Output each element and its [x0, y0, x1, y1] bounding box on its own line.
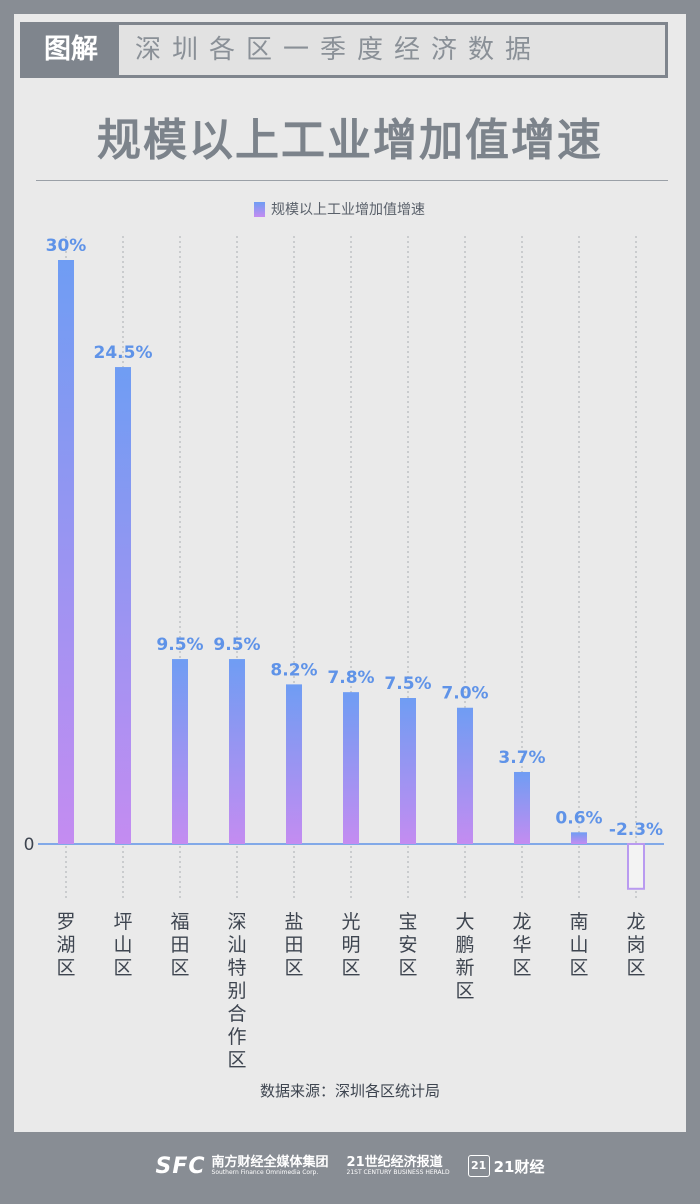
- sfc-logo: SFC 南方财经全媒体集团 Southern Finance Omnimedia…: [155, 1154, 328, 1179]
- 21caijing-icon: 21: [467, 1155, 490, 1177]
- data-label: 9.5%: [213, 635, 260, 655]
- footer-logos: SFC 南方财经全媒体集团 Southern Finance Omnimedia…: [0, 1148, 700, 1184]
- data-label: 30%: [46, 236, 87, 256]
- category-label: 深汕特别合作区: [227, 911, 246, 1071]
- sfc-mark: SFC: [155, 1153, 206, 1179]
- bar: [229, 659, 245, 844]
- data-label: 0.6%: [555, 808, 602, 828]
- 21caijing-name: 21财经: [493, 1157, 545, 1176]
- bar: [115, 367, 131, 844]
- legend-swatch: [254, 201, 265, 217]
- category-label: 罗湖区: [56, 911, 75, 979]
- category-label: 坪山区: [113, 911, 132, 979]
- y-tick-label: 0: [24, 835, 35, 855]
- bar: [286, 684, 302, 844]
- category-label: 龙华区: [512, 911, 531, 979]
- category-label: 南山区: [569, 911, 588, 979]
- data-label: 3.7%: [498, 748, 545, 768]
- bar: [514, 771, 530, 844]
- category-label: 盐田区: [284, 911, 303, 979]
- category-label: 大鹏新区: [455, 911, 474, 1002]
- category-label: 福田区: [170, 911, 189, 979]
- data-label: 7.5%: [384, 674, 431, 694]
- sfc-subtitle: Southern Finance Omnimedia Corp.: [211, 1168, 319, 1176]
- bar: [627, 843, 645, 890]
- herald-subtitle: 21ST CENTURY BUSINESS HERALD: [346, 1168, 450, 1176]
- chart-legend: 规模以上工业增加值增速: [254, 199, 425, 219]
- 21caijing-logo: 21 21财经: [467, 1155, 545, 1177]
- bar: [172, 659, 188, 844]
- banner-title: 深圳各区一季度经济数据: [135, 35, 543, 65]
- title-divider: [36, 180, 668, 181]
- data-label: 9.5%: [156, 635, 203, 655]
- bar: [400, 698, 416, 844]
- category-label: 龙岗区: [626, 911, 645, 979]
- chart-title: 规模以上工业增加值增速: [97, 115, 603, 166]
- bar: [571, 832, 587, 844]
- category-label: 光明区: [341, 911, 360, 979]
- data-label: 7.8%: [327, 668, 374, 688]
- header-banner: 图解 深圳各区一季度经济数据: [20, 22, 668, 78]
- data-label: 24.5%: [94, 343, 153, 363]
- banner-tag: 图解: [23, 25, 119, 75]
- data-label: 8.2%: [270, 660, 317, 680]
- category-label: 宝安区: [398, 911, 417, 979]
- herald-name: 21世纪经济报道: [346, 1155, 443, 1171]
- data-label: -2.3%: [609, 820, 663, 840]
- bar: [343, 692, 359, 844]
- data-label: 7.0%: [441, 684, 488, 704]
- herald-logo: 21世纪经济报道 21ST CENTURY BUSINESS HERALD: [347, 1156, 450, 1176]
- bar: [58, 260, 74, 844]
- data-source: 数据来源：深圳各区统计局: [259, 1082, 440, 1100]
- legend-label: 规模以上工业增加值增速: [271, 202, 425, 218]
- sfc-name: 南方财经全媒体集团: [211, 1155, 329, 1171]
- bar: [457, 707, 473, 844]
